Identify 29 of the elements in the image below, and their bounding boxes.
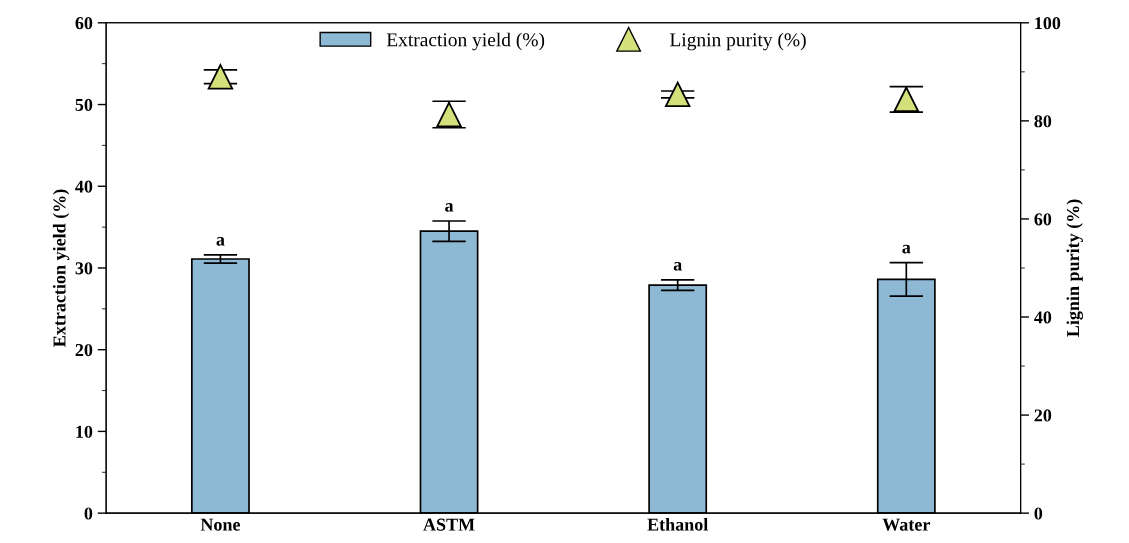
annotation: a [216,237,225,246]
point [893,86,920,113]
y2-tick-label: 80 [1034,115,1052,128]
legend-label: Extraction yield (%) [386,32,545,51]
legend-label: Lignin purity (%) [669,32,806,51]
annotation: a [445,203,454,212]
point [436,101,462,128]
x-tick-label: Water [882,518,930,531]
y-tick-label: 40 [75,180,93,193]
y-tick-label: 60 [75,17,93,30]
y2-tick-label: 40 [1034,311,1052,324]
y-tick-label: 30 [75,262,93,275]
y2-tick-label: 60 [1034,213,1052,226]
y2-axis-title: Lignin purity (%) [1066,199,1083,337]
y-tick-label: 10 [76,425,93,438]
x-tick-label: Ethanol [647,518,708,531]
y-tick-label: 0 [84,507,93,520]
annotation: a [673,261,682,271]
y-tick-label: 50 [75,98,93,111]
x-tick-label: None [200,518,241,531]
y-axis-title: Extraction yield (%) [52,189,70,347]
point [664,81,691,108]
y2-tick-label: 100 [1035,17,1061,30]
y-tick-label: 20 [75,343,93,357]
y2-tick-label: 0 [1034,507,1043,520]
x-tick-label: ASTM [423,518,475,531]
point [207,64,234,90]
annotation: a [902,244,911,254]
y2-tick-label: 20 [1034,409,1052,422]
